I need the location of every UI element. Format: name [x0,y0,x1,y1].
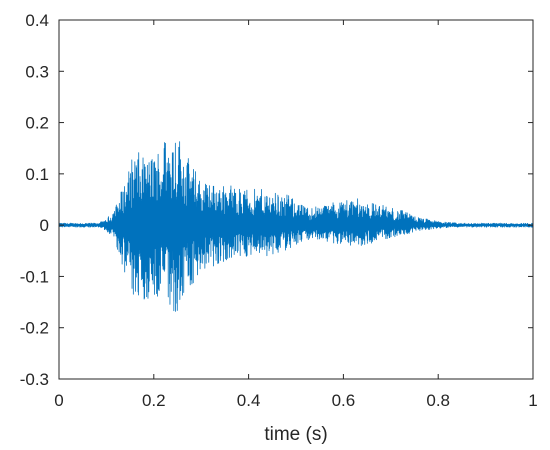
x-tick-label: 0.2 [142,391,166,410]
y-tick-label: 0.4 [25,11,49,30]
x-tick-label: 0.6 [332,391,356,410]
x-axis-label: time (s) [264,424,327,445]
plot-frame [58,19,534,380]
x-tick-label: 0 [54,391,63,410]
x-tick-label: 0.8 [426,391,450,410]
plot-area [58,141,534,312]
y-tick-label: -0.2 [20,319,49,338]
series-line [58,141,534,312]
y-tick-label: -0.1 [20,267,49,286]
x-tick-label: 1 [528,391,537,410]
y-tick-label: 0.3 [25,62,49,81]
y-tick-label: 0 [40,216,49,235]
x-tick-label: 0.4 [237,391,261,410]
y-axis: -0.3 -0.2 -0.1 0 0.1 0.2 0.3 0.4 [20,11,533,389]
y-tick-label: 0.1 [25,165,49,184]
x-axis: 0 0.2 0.4 0.6 0.8 1 [54,20,538,410]
y-tick-label: -0.3 [20,370,49,389]
y-tick-label: 0.2 [25,114,49,133]
